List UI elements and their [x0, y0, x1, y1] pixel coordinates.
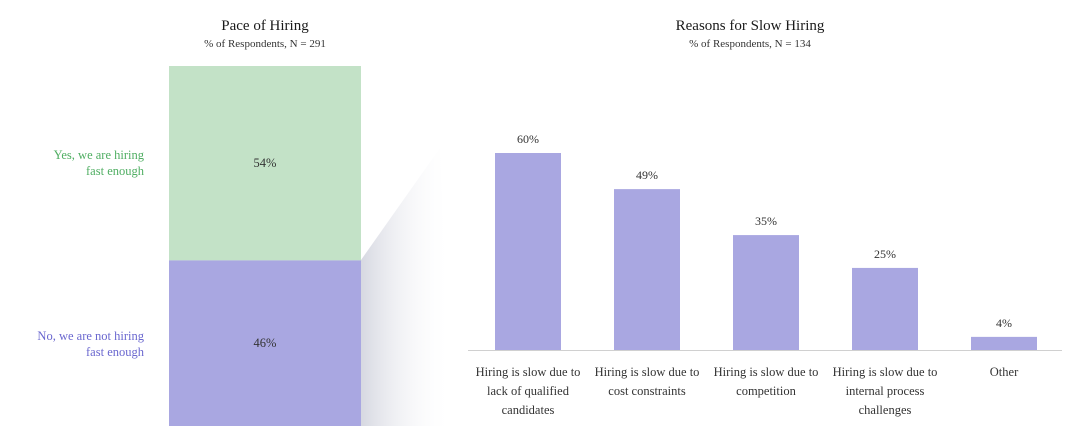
category-label-3-line-1: internal process: [846, 384, 925, 398]
bar-1: [614, 189, 680, 350]
segment-value-label-0: 54%: [254, 156, 277, 170]
legend-label-yes-line2: fast enough: [86, 164, 144, 178]
left-chart-title: Pace of Hiring: [221, 18, 309, 34]
bar-value-label-4: 4%: [996, 316, 1012, 330]
bar-value-label-3: 25%: [874, 247, 896, 261]
legend-label-no: No, we are not hiring fast enough: [37, 328, 144, 360]
segment-value-label-1: 46%: [254, 336, 277, 350]
stacked-segment-0: [169, 66, 361, 261]
bar-4: [971, 336, 1037, 350]
right-chart-subtitle: % of Respondents, N = 134: [689, 38, 811, 50]
right-bars: 60% Hiring is slow due to lack of qualifie…: [476, 132, 1037, 417]
left-stacked-bar: 54% 46%: [169, 66, 361, 426]
stacked-segment-1: [169, 260, 361, 426]
bar-value-label-1: 49%: [636, 168, 658, 182]
category-label-2-line-0: Hiring is slow due to: [714, 365, 819, 379]
category-label-3-line-0: Hiring is slow due to: [833, 365, 938, 379]
category-label-4-line-0: Other: [990, 365, 1019, 379]
legend-label-no-line1: No, we are not hiring: [37, 329, 144, 343]
category-label-0-line-2: candidates: [502, 403, 555, 417]
right-chart-title: Reasons for Slow Hiring: [675, 18, 825, 34]
category-label-3-line-2: challenges: [859, 403, 912, 417]
legend-label-no-line2: fast enough: [86, 345, 144, 359]
category-label-1-line-0: Hiring is slow due to: [595, 365, 700, 379]
bar-2: [733, 235, 799, 350]
zoom-connector: [361, 148, 452, 426]
bar-value-label-2: 35%: [755, 214, 777, 228]
legend-label-yes-line1: Yes, we are hiring: [53, 148, 144, 162]
category-label-2-line-1: competition: [736, 384, 796, 398]
category-label-0-line-1: lack of qualified: [487, 384, 570, 398]
category-label-1-line-1: cost constraints: [608, 384, 686, 398]
bar-3: [852, 267, 918, 350]
bar-value-label-0: 60%: [517, 132, 539, 146]
category-label-0-line-0: Hiring is slow due to: [476, 365, 581, 379]
bar-0: [495, 153, 561, 350]
legend-label-yes: Yes, we are hiring fast enough: [54, 147, 144, 179]
left-chart-subtitle: % of Respondents, N = 291: [204, 38, 326, 50]
